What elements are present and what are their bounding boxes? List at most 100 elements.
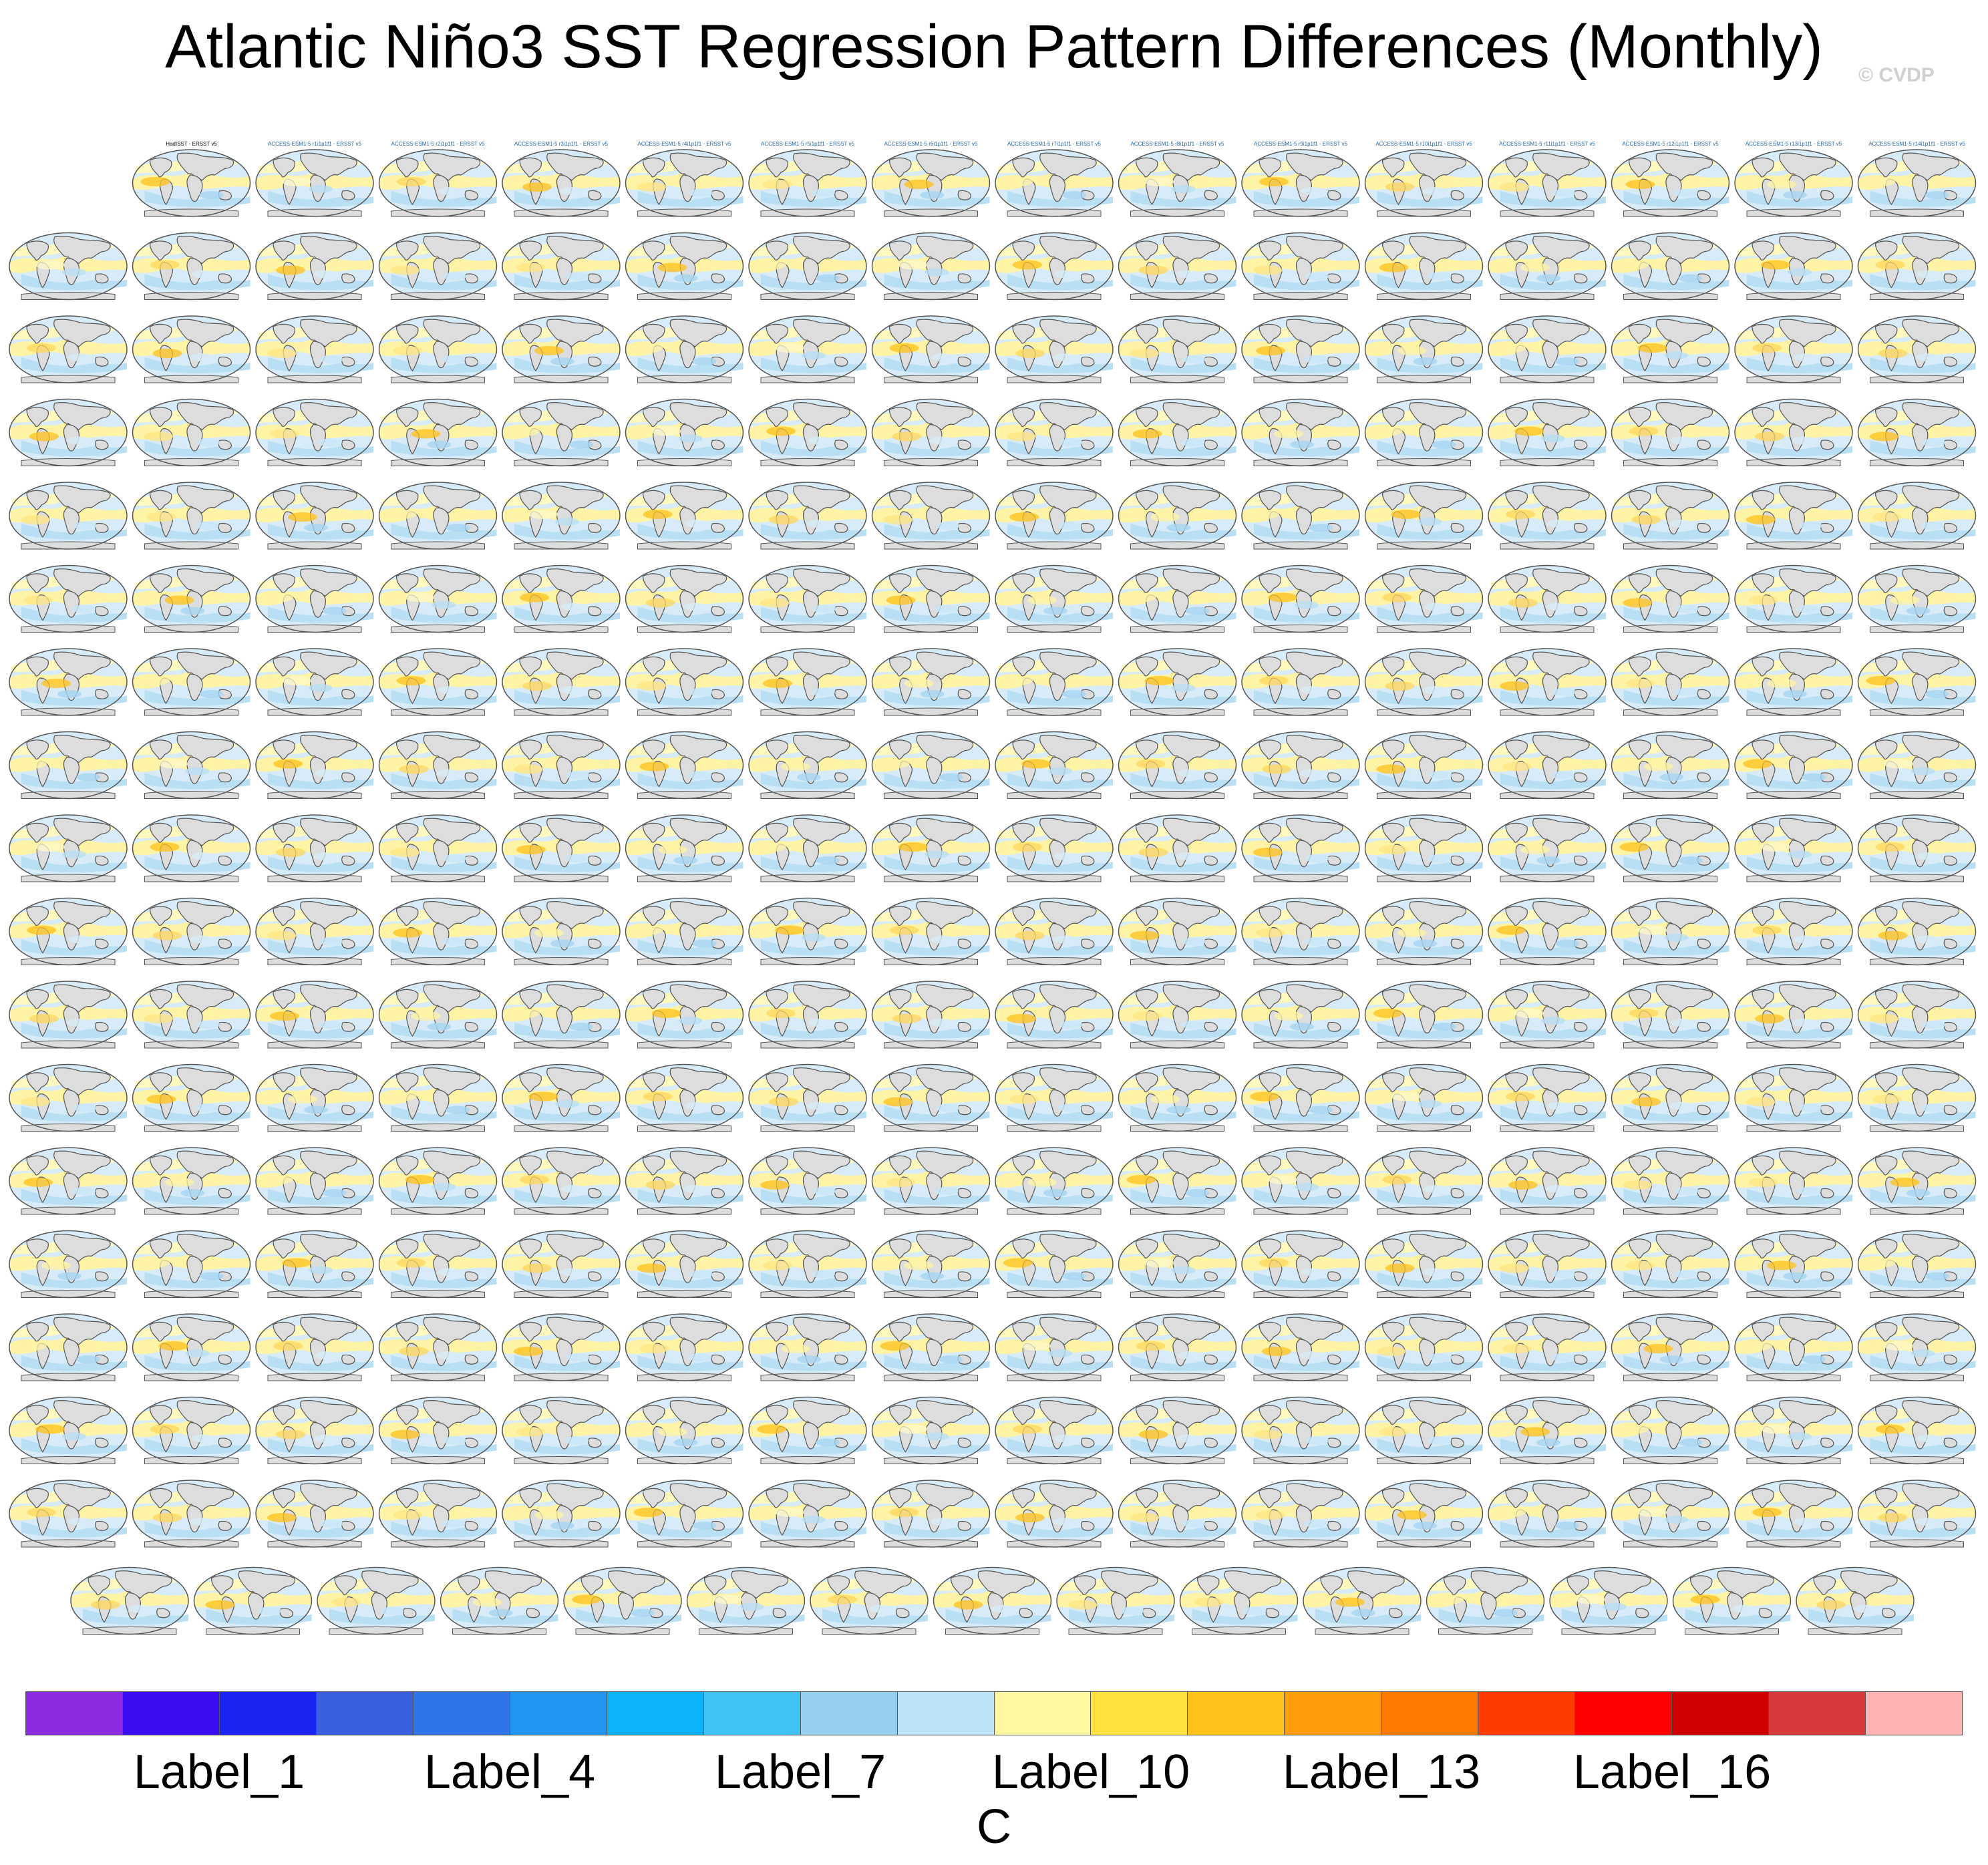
map-panel bbox=[748, 1230, 867, 1299]
map-panel bbox=[625, 1396, 744, 1465]
map-panel bbox=[625, 1147, 744, 1215]
map-panel bbox=[995, 564, 1114, 633]
map-panel bbox=[995, 897, 1114, 966]
map-panel bbox=[1488, 1063, 1607, 1132]
map-panel bbox=[502, 1313, 621, 1381]
map-panel-title: ACCESS-ESM1-5 r10i1p1f1 - ERSST v5 bbox=[1375, 141, 1472, 147]
map-panel bbox=[378, 315, 498, 383]
map-panel bbox=[625, 981, 744, 1049]
map-panel bbox=[995, 1396, 1114, 1465]
map-panel bbox=[378, 814, 498, 882]
colorbar-swatch bbox=[607, 1692, 704, 1735]
map-panel bbox=[1364, 1147, 1484, 1215]
map-panel bbox=[1611, 564, 1730, 633]
map-panel bbox=[625, 1313, 744, 1381]
colorbar-label: Label_13 bbox=[1282, 1745, 1481, 1799]
map-panel bbox=[132, 482, 251, 550]
map-panel bbox=[1118, 1230, 1237, 1299]
colorbar-swatch bbox=[1188, 1692, 1285, 1735]
map-panel bbox=[995, 1480, 1114, 1548]
map-panel bbox=[255, 897, 374, 966]
map-panel bbox=[255, 731, 374, 800]
map-panel bbox=[9, 897, 128, 966]
map-panel bbox=[255, 1480, 374, 1548]
map-panel bbox=[132, 564, 251, 633]
map-panel bbox=[871, 315, 991, 383]
map-panel bbox=[9, 731, 128, 800]
map-panel bbox=[871, 232, 991, 301]
map-panel bbox=[502, 564, 621, 633]
colorbar-swatch bbox=[316, 1692, 413, 1735]
map-panel bbox=[1857, 232, 1977, 301]
map-panel bbox=[748, 897, 867, 966]
map-panel bbox=[1488, 897, 1607, 966]
map-panel bbox=[1241, 731, 1360, 800]
map-panel bbox=[1118, 1480, 1237, 1548]
map-panel bbox=[502, 232, 621, 301]
map-panel bbox=[502, 398, 621, 467]
map-panel bbox=[995, 814, 1114, 882]
map-panel bbox=[1857, 482, 1977, 550]
map-panel-title: ACCESS-ESM1-5 r13i1p1f1 - ERSST v5 bbox=[1746, 141, 1842, 147]
map-panel bbox=[255, 564, 374, 633]
map-panel bbox=[1734, 814, 1853, 882]
colorbar-swatch bbox=[1575, 1692, 1673, 1735]
map-panel-title: ACCESS-ESM1-5 r2i1p1f1 - ERSST v5 bbox=[391, 141, 485, 147]
map-panel bbox=[132, 814, 251, 882]
map-panel bbox=[1118, 814, 1237, 882]
map-panel bbox=[1611, 648, 1730, 716]
map-panel bbox=[810, 1566, 929, 1635]
map-panel bbox=[1488, 648, 1607, 716]
colorbar-swatch bbox=[1672, 1692, 1770, 1735]
map-panel bbox=[502, 731, 621, 800]
map-panel bbox=[502, 1396, 621, 1465]
map-panel bbox=[748, 1396, 867, 1465]
map-panel bbox=[132, 1147, 251, 1215]
map-panel bbox=[1734, 1147, 1853, 1215]
map-panel bbox=[9, 398, 128, 467]
map-panel bbox=[748, 564, 867, 633]
map-panel-title: ACCESS-ESM1-5 r8i1p1f1 - ERSST v5 bbox=[1131, 141, 1224, 147]
map-panel bbox=[1857, 1313, 1977, 1381]
map-panel-title: ACCESS-ESM1-5 r7i1p1f1 - ERSST v5 bbox=[1007, 141, 1101, 147]
map-panel bbox=[1241, 1396, 1360, 1465]
map-panel bbox=[995, 981, 1114, 1049]
map-panel bbox=[1488, 398, 1607, 467]
map-panel bbox=[995, 731, 1114, 800]
map-panel bbox=[1488, 232, 1607, 301]
map-panel bbox=[255, 1147, 374, 1215]
map-panel bbox=[871, 897, 991, 966]
colorbar-label: Label_1 bbox=[133, 1745, 305, 1799]
map-panel bbox=[1488, 1147, 1607, 1215]
map-panel bbox=[132, 897, 251, 966]
map-panel bbox=[317, 1566, 436, 1635]
map-panel bbox=[378, 731, 498, 800]
map-panel bbox=[378, 398, 498, 467]
map-panel bbox=[1796, 1566, 1915, 1635]
map-panel bbox=[502, 315, 621, 383]
map-panel bbox=[1118, 981, 1237, 1049]
map-panel bbox=[1857, 897, 1977, 966]
colorbar-swatch bbox=[122, 1692, 220, 1735]
map-panel bbox=[1118, 1063, 1237, 1132]
map-panel bbox=[9, 564, 128, 633]
map-panel bbox=[1734, 232, 1853, 301]
map-panel bbox=[625, 1480, 744, 1548]
map-panel: ACCESS-ESM1-5 r7i1p1f1 - ERSST v5 bbox=[995, 141, 1114, 217]
map-panel bbox=[255, 1063, 374, 1132]
map-panel bbox=[1488, 814, 1607, 882]
map-panel bbox=[1364, 1396, 1484, 1465]
map-panel bbox=[132, 1230, 251, 1299]
map-panel bbox=[748, 482, 867, 550]
colorbar-swatch bbox=[897, 1692, 995, 1735]
map-panel bbox=[1118, 315, 1237, 383]
map-panel bbox=[748, 731, 867, 800]
map-panel bbox=[1611, 897, 1730, 966]
map-panel bbox=[70, 1566, 189, 1635]
map-panel bbox=[502, 648, 621, 716]
colorbar-swatch bbox=[1769, 1692, 1866, 1735]
colorbar-swatch bbox=[1866, 1692, 1963, 1735]
map-panel bbox=[1734, 1396, 1853, 1465]
map-panel bbox=[1488, 731, 1607, 800]
